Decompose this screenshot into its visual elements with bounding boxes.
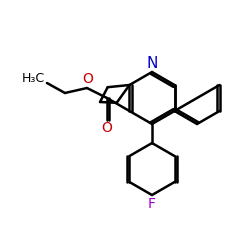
Text: O: O [102,121,112,135]
Text: H₃C: H₃C [22,72,44,85]
Text: O: O [82,72,94,86]
Text: N: N [146,56,158,72]
Text: F: F [148,197,156,211]
